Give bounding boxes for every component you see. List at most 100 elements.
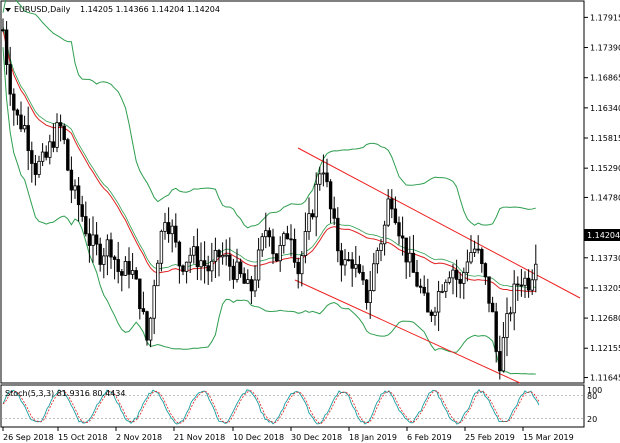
candle-body xyxy=(458,278,462,284)
candle-body xyxy=(321,172,326,175)
candle-body xyxy=(181,265,185,272)
candle-body xyxy=(91,234,95,246)
candle-body xyxy=(282,233,286,246)
candle-body xyxy=(51,141,56,148)
candle-body xyxy=(364,279,369,303)
candle-body xyxy=(84,216,88,235)
candle-body xyxy=(206,265,210,272)
price-tick-label: 1.16865 xyxy=(590,74,620,83)
candle-body xyxy=(300,255,304,275)
candle-body xyxy=(339,250,344,266)
candle-body xyxy=(130,270,135,275)
candle-body xyxy=(469,252,473,263)
candle-body xyxy=(256,249,261,281)
candle-body xyxy=(332,208,336,219)
candle-body xyxy=(498,351,502,372)
candle-body xyxy=(123,261,128,276)
candle-body xyxy=(19,114,23,130)
trend-line-lower xyxy=(294,279,521,384)
candle-body xyxy=(202,260,207,267)
chevron-down-icon[interactable] xyxy=(5,8,11,12)
candle-body xyxy=(4,29,9,65)
moving-average-line xyxy=(2,29,536,293)
candle-body xyxy=(278,245,282,262)
candle-body xyxy=(382,224,387,245)
candle-body xyxy=(350,259,354,269)
candle-body xyxy=(127,261,131,275)
current-price-label: 1.14204 xyxy=(587,231,620,240)
candle-body xyxy=(508,312,513,315)
candle-body xyxy=(66,139,70,171)
candle-body xyxy=(422,286,426,294)
date-tick-label: 15 Oct 2018 xyxy=(58,433,107,442)
candle-body xyxy=(134,270,138,280)
candle-body xyxy=(368,290,372,303)
candle-body xyxy=(307,213,311,232)
candle-body xyxy=(462,272,466,284)
candle-body xyxy=(170,225,174,235)
candle-body xyxy=(501,337,506,372)
candle-body xyxy=(400,235,405,239)
candle-body xyxy=(80,204,84,217)
stoch-plot-frame xyxy=(0,384,585,428)
candle-body xyxy=(519,284,524,287)
candle-body xyxy=(76,185,81,206)
bollinger-bands xyxy=(2,0,536,375)
candle-body xyxy=(1,29,5,32)
candle-body xyxy=(220,255,225,258)
candle-body xyxy=(325,172,329,183)
candle-body xyxy=(476,248,480,251)
candle-body xyxy=(235,261,239,280)
candle-body xyxy=(516,283,520,286)
candle-body xyxy=(512,283,516,314)
main-plot-frame xyxy=(0,0,585,384)
candle-body xyxy=(357,264,362,273)
candle-body xyxy=(102,255,106,265)
stoch-level-80: 80 xyxy=(587,392,597,401)
candle-body xyxy=(253,279,257,292)
candle-body xyxy=(451,269,455,279)
candle-body xyxy=(336,217,340,252)
price-tick-label: 1.15815 xyxy=(590,134,620,143)
date-tick-label: 15 Mar 2019 xyxy=(523,433,574,442)
date-axis: 26 Sep 2018 15 Oct 2018 2 Nov 2018 21 Nov 2… xyxy=(2,427,574,442)
candle-body xyxy=(94,234,99,245)
candle-body xyxy=(454,269,459,280)
date-tick-label: 26 Sep 2018 xyxy=(3,433,54,442)
candle-body xyxy=(199,260,203,268)
candle-body xyxy=(58,122,63,127)
candle-body xyxy=(346,259,351,262)
ohlc-label: 1.14205 1.14366 1.14204 1.14204 xyxy=(80,5,220,14)
candle-body xyxy=(447,277,452,283)
date-tick-label: 25 Feb 2019 xyxy=(465,433,515,442)
candle-body xyxy=(490,302,495,313)
candle-body xyxy=(48,141,52,158)
candle-body xyxy=(386,198,390,226)
candle-body xyxy=(534,263,538,281)
candle-body xyxy=(166,222,171,235)
candle-body xyxy=(480,249,484,264)
candle-body xyxy=(224,254,228,257)
candle-body xyxy=(411,252,416,273)
candle-body xyxy=(264,230,268,238)
candle-body xyxy=(429,311,434,316)
candle-body xyxy=(379,243,383,251)
symbol-label: EURUSD,Daily xyxy=(14,5,71,14)
candle-body xyxy=(274,253,279,262)
candle-body xyxy=(8,64,12,95)
candle-body xyxy=(242,273,246,284)
candle-body xyxy=(231,265,236,280)
candle-body xyxy=(73,185,77,191)
candle-body xyxy=(483,263,488,278)
candle-body xyxy=(328,181,333,210)
candle-body xyxy=(260,236,264,251)
candle-body xyxy=(526,277,531,291)
candle-body xyxy=(184,261,189,272)
candle-body xyxy=(141,308,146,313)
date-tick-label: 18 Jan 2019 xyxy=(349,433,397,442)
candle-body xyxy=(105,239,110,257)
candle-body xyxy=(120,271,124,276)
candle-body xyxy=(285,233,290,240)
